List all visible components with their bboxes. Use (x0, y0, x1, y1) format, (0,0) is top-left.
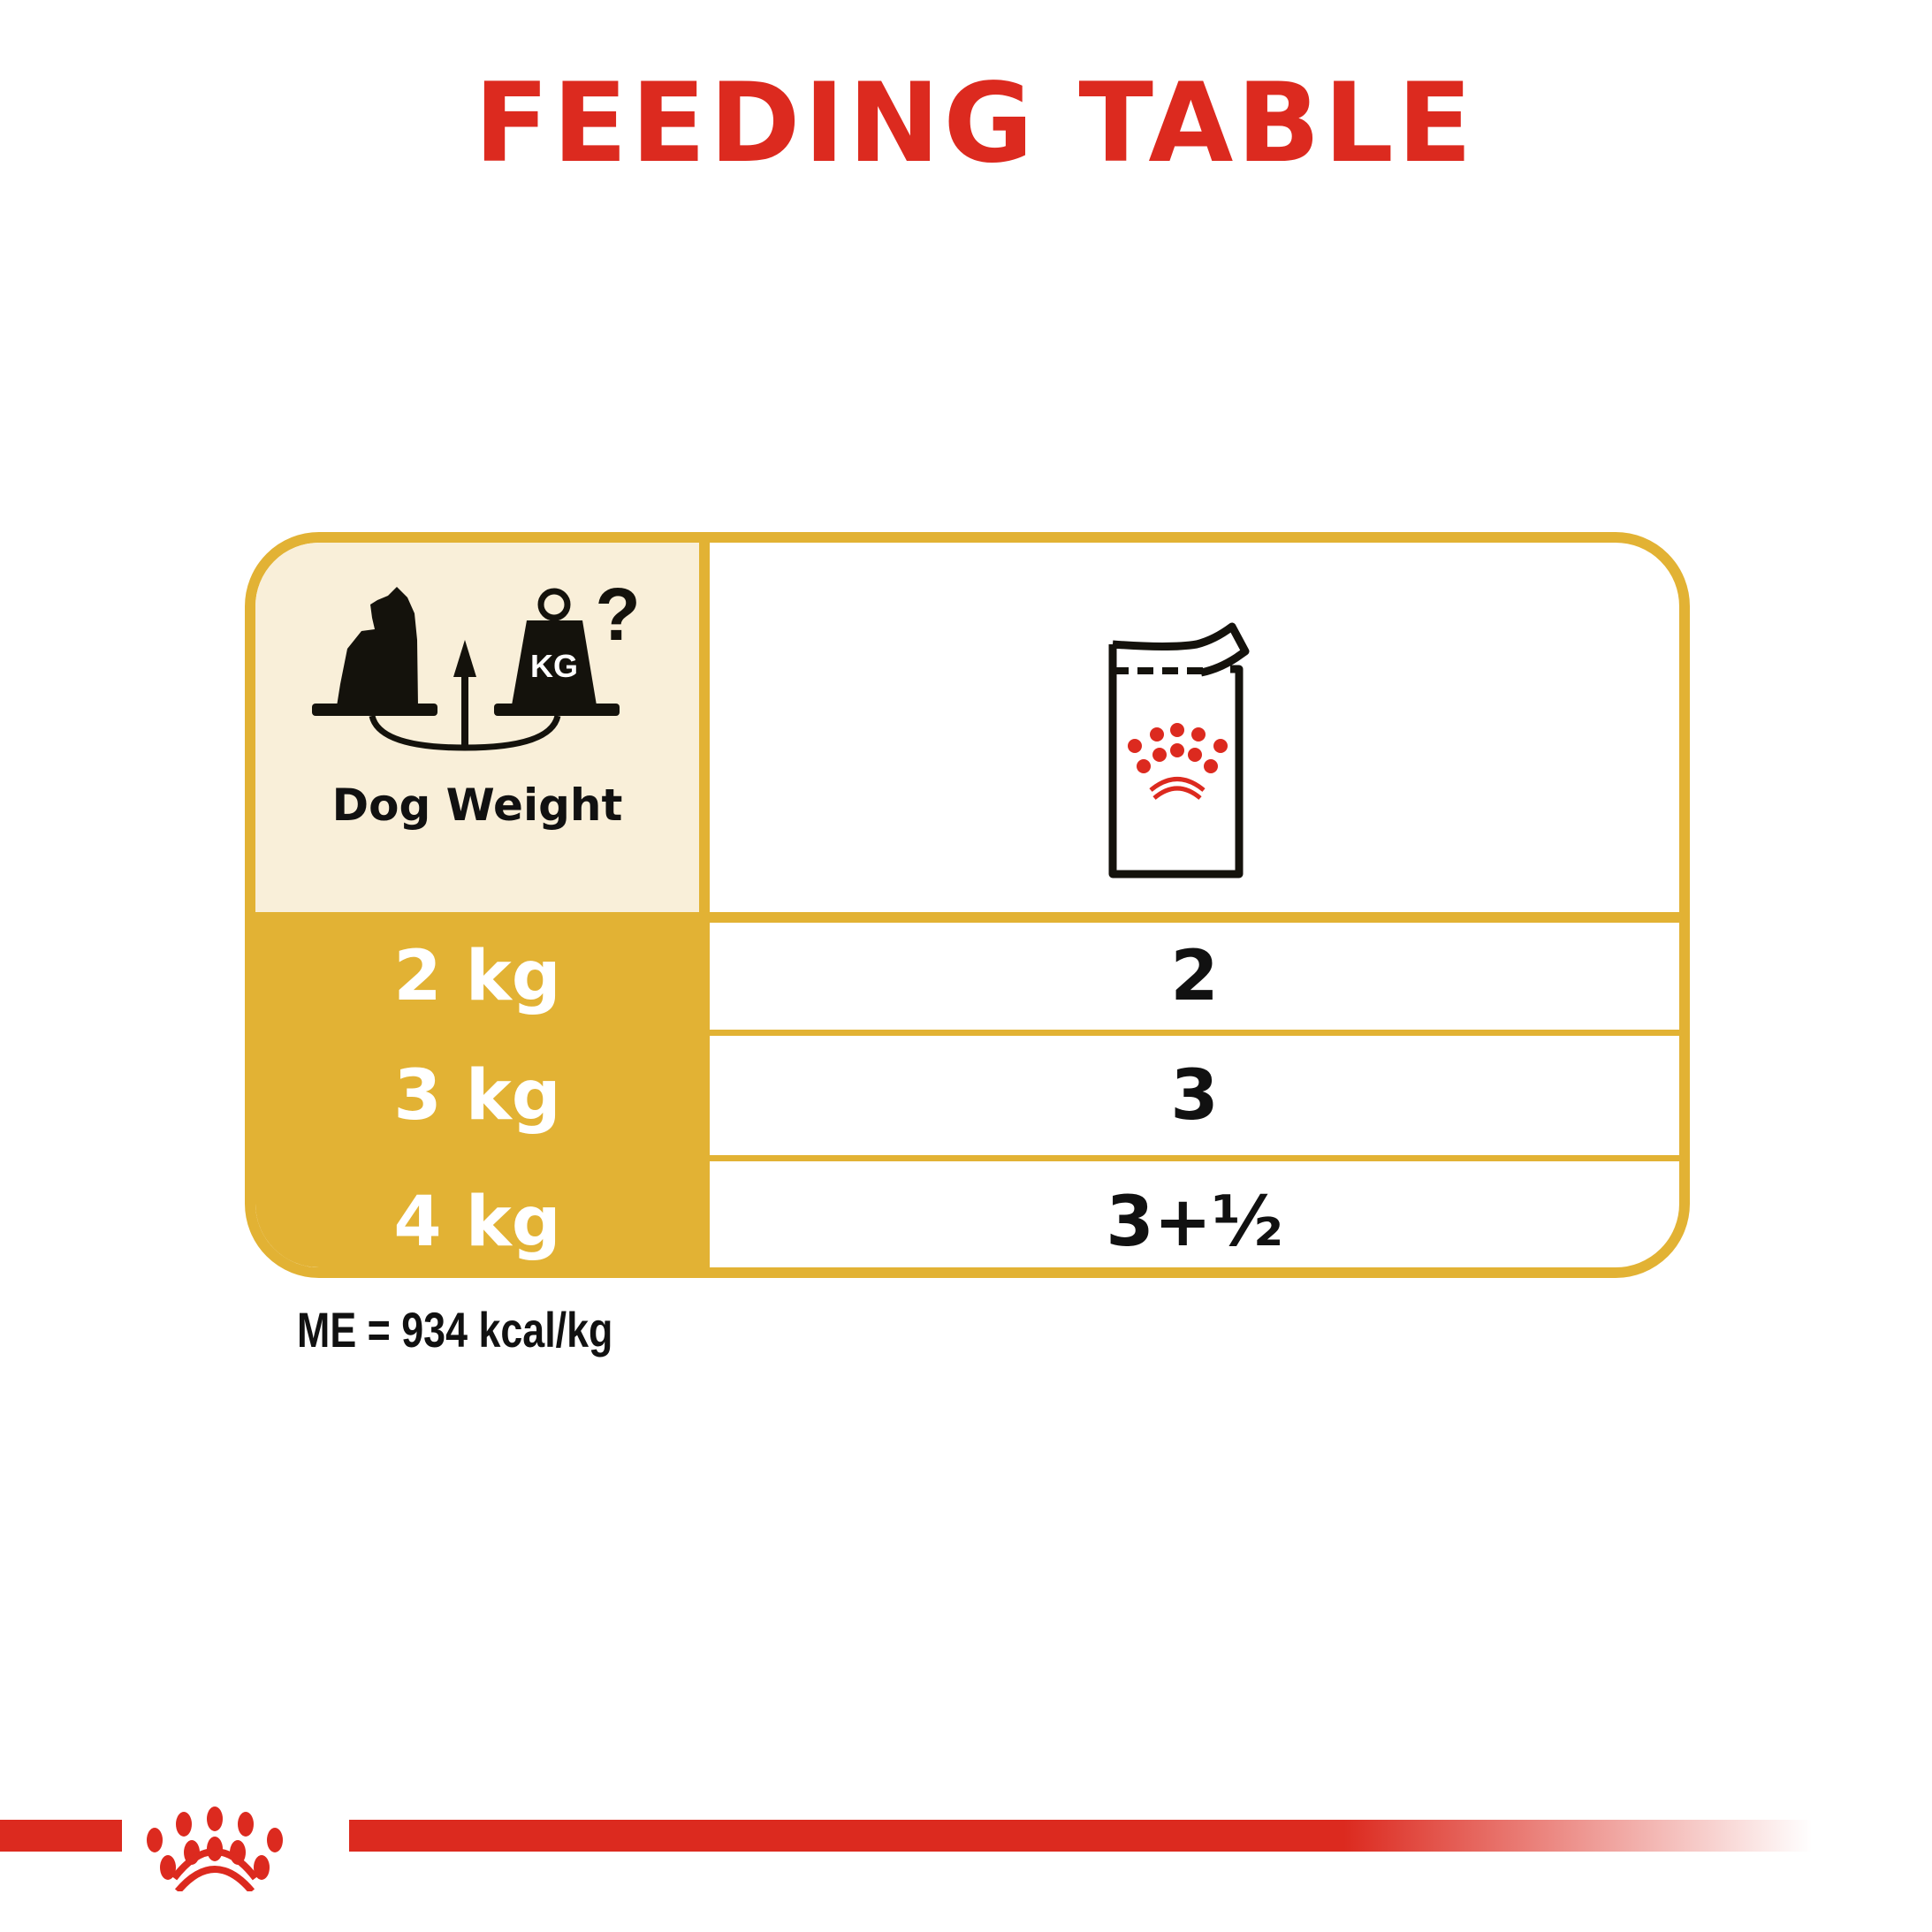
pouch-cell: 3+½ (1106, 1183, 1283, 1262)
dog-weight-label: Dog Weight (331, 780, 623, 831)
page-title: FEEDING TABLE (474, 60, 1476, 187)
question-mark: ? (595, 573, 640, 656)
feeding-table: KG ? Dog Weight 2 kg 2 3 kg 3 4 kg 3+½ (245, 532, 1690, 1278)
dog-weight-header: KG ? Dog Weight (255, 543, 699, 912)
pouch-cell: 3 (1170, 1055, 1219, 1136)
weight-cell: 4 kg (393, 1183, 561, 1262)
weight-cell: 3 kg (393, 1055, 561, 1136)
wet-food-pouch-icon (1108, 622, 1250, 879)
dog-weight-scale-icon: KG ? (312, 573, 641, 751)
royal-canin-crown-logo (147, 1806, 283, 1891)
brand-bar-left (0, 1820, 122, 1852)
row-divider (699, 1030, 1679, 1036)
column-divider (699, 543, 710, 1267)
brand-bar-right (349, 1820, 1812, 1852)
weight-column (255, 912, 699, 1267)
header-divider (699, 912, 1679, 923)
kg-badge: KG (530, 648, 578, 684)
energy-footnote: ME = 934 kcal/kg (297, 1302, 613, 1358)
row-divider (699, 1155, 1679, 1161)
weight-cell: 2 kg (393, 936, 561, 1016)
pouch-cell: 2 (1170, 936, 1219, 1016)
